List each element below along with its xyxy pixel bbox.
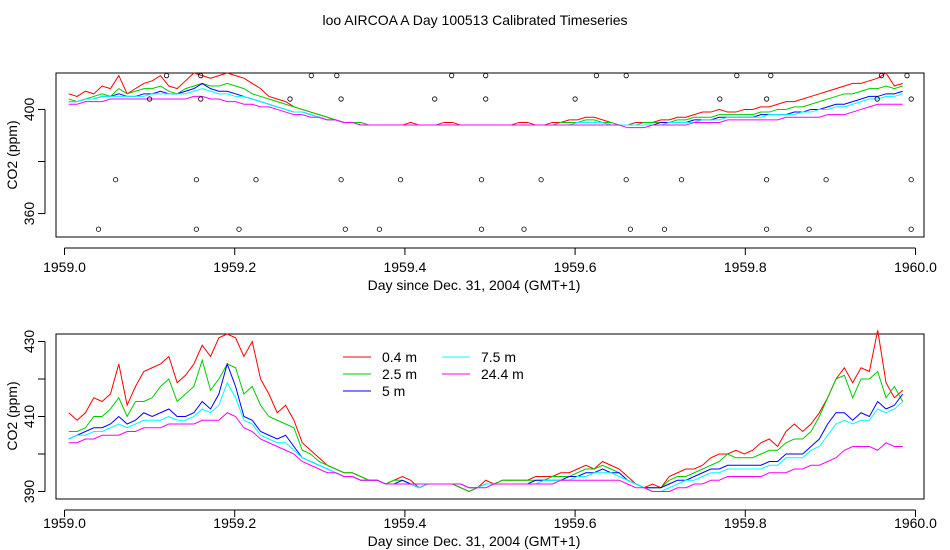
p1-x-tick-label-3: 1959.6 <box>554 515 597 531</box>
p0-scatter-point-44 <box>908 96 914 102</box>
legend-label-3: 7.5 m <box>481 349 516 365</box>
p0-scatter-point-15 <box>342 226 348 232</box>
p1-x-tick-label-5: 1960.0 <box>894 515 937 531</box>
p0-scatter-point-34 <box>734 73 740 79</box>
bottom-y-axis-label: CO2 (ppm) <box>4 381 20 450</box>
p0-scatter-point-22 <box>483 73 489 79</box>
p0-scatter-point-23 <box>483 96 489 102</box>
p0-x-tick-label-5: 1960.0 <box>894 259 937 275</box>
p1-series-line-2 <box>68 362 904 489</box>
p0-scatter-point-36 <box>763 226 770 232</box>
p1-y-tick-label-4: 430 <box>21 330 37 354</box>
p0-scatter-point-35 <box>763 177 770 183</box>
p0-scatter-point-11 <box>308 73 314 79</box>
p0-x-tick-label-3: 1959.6 <box>554 259 597 275</box>
p0-y-tick-label-2: 400 <box>21 98 37 122</box>
p0-scatter-point-42 <box>878 73 885 79</box>
p1-y-tick-label-0: 390 <box>21 480 37 504</box>
p0-scatter-point-20 <box>478 177 485 183</box>
p0-scatter-point-19 <box>449 73 455 79</box>
p0-scatter-point-2 <box>147 96 153 102</box>
p1-series-line-0 <box>68 330 904 493</box>
top-series-group <box>68 72 903 129</box>
legend-label-1: 2.5 m <box>382 366 417 382</box>
top-panel: 1959.0 1959.2 1959.4 1959.6 1959.8 1960.0 360 4… <box>4 72 937 293</box>
p0-scatter-point-25 <box>538 177 544 183</box>
p1-x-tick-label-4: 1959.8 <box>724 515 767 531</box>
p0-scatter-point-10 <box>287 96 293 102</box>
p0-scatter-point-33 <box>717 96 723 102</box>
p0-scatter-point-0 <box>95 226 102 232</box>
top-axes-group: 1959.0 1959.2 1959.4 1959.6 1959.8 1960.0 360 4… <box>21 98 937 275</box>
p0-scatter-point-9 <box>253 177 259 183</box>
p0-x-tick-label-2: 1959.4 <box>383 259 426 275</box>
p0-scatter-point-8 <box>236 226 242 232</box>
p0-scatter-point-14 <box>338 96 344 102</box>
p0-scatter-point-45 <box>908 177 914 183</box>
p1-y-tick-label-2: 410 <box>21 405 37 429</box>
figure-title: loo AIRCOA A Day 100513 Calibrated Times… <box>322 12 627 28</box>
p0-x-tick-label-0: 1959.0 <box>43 259 86 275</box>
bottom-series-group <box>68 330 904 493</box>
p0-scatter-point-37 <box>763 96 770 102</box>
legend-label-2: 5 m <box>382 383 405 399</box>
p0-scatter-point-6 <box>198 73 204 79</box>
top-x-axis-label: Day since Dec. 31, 2004 (GMT+1) <box>368 277 581 293</box>
top-plot-frame <box>55 72 925 238</box>
p0-scatter-point-31 <box>661 226 668 232</box>
p0-scatter-point-7 <box>198 96 204 102</box>
p0-scatter-point-39 <box>806 226 812 232</box>
p0-scatter-point-46 <box>908 226 914 232</box>
p0-scatter-point-3 <box>164 73 170 79</box>
p0-scatter-point-29 <box>623 177 629 183</box>
p0-scatter-point-5 <box>193 226 199 232</box>
legend-label-0: 0.4 m <box>382 349 417 365</box>
p0-x-tick-label-4: 1959.8 <box>724 259 767 275</box>
legend-label-4: 24.4 m <box>481 366 524 382</box>
top-points-group <box>95 73 914 232</box>
p0-series-line-0 <box>68 72 903 126</box>
bottom-panel: 1959.0 1959.2 1959.4 1959.6 1959.8 1960.0 390 4… <box>4 330 937 549</box>
p0-scatter-point-12 <box>334 73 340 79</box>
p1-x-tick-label-1: 1959.2 <box>213 515 256 531</box>
top-y-axis-label: CO2 (ppm) <box>4 120 20 189</box>
p0-scatter-point-21 <box>478 226 485 232</box>
bottom-axes-group: 1959.0 1959.2 1959.4 1959.6 1959.8 1960.0 390 4… <box>21 330 937 531</box>
p0-scatter-point-28 <box>623 73 629 79</box>
p0-scatter-point-24 <box>521 226 527 232</box>
p0-scatter-point-26 <box>572 96 578 102</box>
p0-y-tick-label-0: 360 <box>21 202 37 226</box>
p1-series-line-4 <box>68 412 903 492</box>
p0-scatter-point-43 <box>904 73 910 79</box>
p1-x-tick-label-2: 1959.4 <box>383 515 426 531</box>
p0-x-tick-label-1: 1959.2 <box>213 259 256 275</box>
p0-scatter-point-32 <box>678 177 685 183</box>
p0-scatter-point-18 <box>432 96 438 102</box>
p1-series-line-3 <box>68 381 904 492</box>
p0-scatter-point-17 <box>397 177 404 183</box>
p0-series-line-4 <box>68 95 903 129</box>
p0-scatter-point-38 <box>768 73 774 79</box>
p0-scatter-point-40 <box>823 177 829 183</box>
p0-scatter-point-16 <box>376 226 382 232</box>
p0-scatter-point-13 <box>338 177 344 183</box>
p1-x-tick-label-0: 1959.0 <box>43 515 86 531</box>
p0-scatter-point-30 <box>627 226 634 232</box>
p0-scatter-point-1 <box>113 177 119 183</box>
bottom-legend: 0.4 m2.5 m5 m 7.5 m24.4 m <box>343 349 524 399</box>
bottom-plot-frame <box>55 333 925 500</box>
p0-scatter-point-27 <box>593 73 600 79</box>
p0-scatter-point-41 <box>874 96 880 102</box>
p0-scatter-point-4 <box>193 177 199 183</box>
bottom-x-axis-label: Day since Dec. 31, 2004 (GMT+1) <box>368 533 581 549</box>
